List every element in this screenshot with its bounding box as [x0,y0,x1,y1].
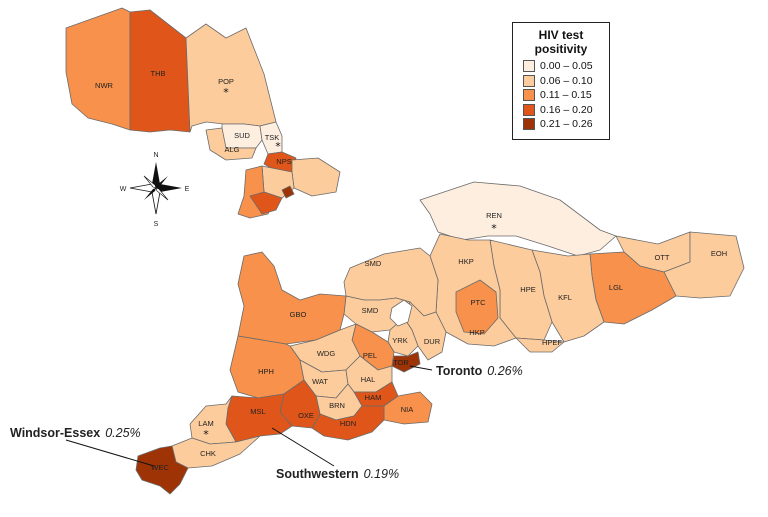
southern-map [135,181,745,495]
star-icon-REN: * [491,222,497,235]
legend-label: 0.16 – 0.20 [540,103,593,116]
label-SMD-2: SMD [362,306,379,315]
compass-w-label: W [120,186,127,193]
label-OXE: OXE [298,411,314,420]
region-NWR[interactable] [65,7,131,131]
label-PTC: PTC [471,298,487,307]
legend-rows: 0.00 – 0.05 0.06 – 0.10 0.11 – 0.15 0.16… [513,59,609,132]
region-THB[interactable] [129,9,191,133]
label-BRN: BRN [329,401,345,410]
compass-rose-icon: N S E W [120,152,190,228]
legend-label: 0.00 – 0.05 [540,60,593,73]
compass-n-label: N [153,152,158,159]
legend-row: 0.21 – 0.26 [523,117,609,132]
label-OTT: OTT [655,253,670,262]
label-PEL: PEL [363,351,377,360]
star-icon-LAM: * [203,428,209,441]
region-NIA[interactable] [383,391,433,425]
region-EOH[interactable] [663,231,745,299]
label-MSL: MSL [250,407,265,416]
callout-toronto-value: 0.26% [487,364,522,378]
label-POP: POP [218,77,234,86]
label-WAT: WAT [312,377,328,386]
callout-toronto: Toronto 0.26% [409,364,523,378]
region-GBO[interactable] [237,251,347,345]
label-CHK: CHK [200,449,216,458]
label-HKP: HKP [458,257,473,266]
region-HDN[interactable] [311,405,385,441]
callout-windsor: Windsor-Essex 0.25% [10,426,155,467]
label-SUD: SUD [234,131,250,140]
legend-title-line2: positivity [534,42,588,56]
label-THB: THB [151,69,166,78]
label-GBO: GBO [290,310,307,319]
region-ALG[interactable] [205,127,257,161]
label-WEC: WEC [151,463,169,472]
callout-southwestern-value: 0.19% [364,467,399,481]
region-WEC[interactable] [135,445,189,495]
legend-row: 0.16 – 0.20 [523,103,609,118]
inset-south-east [291,157,341,197]
label-HAM: HAM [365,393,382,402]
legend-title: HIV test positivity [513,28,609,56]
callout-windsor-name: Windsor-Essex [10,426,100,440]
region-HPEF[interactable] [515,337,565,353]
star-icon-POP: * [223,86,229,99]
star-icon-TSK: * [275,140,281,153]
compass-s-label: S [154,221,159,228]
callout-toronto-name: Toronto [436,364,483,378]
inset-south-tor [281,185,295,199]
inset-south-sw [249,191,283,215]
label-YRK: YRK [392,336,407,345]
callout-windsor-value: 0.25% [105,426,140,440]
lake-simcoe [389,299,413,327]
label-LGL: LGL [609,283,623,292]
label-HPE: HPE [520,285,535,294]
legend-row: 0.06 – 0.10 [523,74,609,89]
legend-swatch [523,89,535,102]
star-markers: * * * * [203,86,497,441]
northern-inset [65,7,341,219]
label-SMD: SMD [365,259,382,268]
label-HPH: HPH [258,367,274,376]
legend-swatch [523,118,535,131]
compass-e-label: E [185,186,190,193]
label-REN: REN [486,211,502,220]
legend-row: 0.00 – 0.05 [523,59,609,74]
label-EOH: EOH [711,249,727,258]
label-ALG: ALG [224,145,239,154]
label-TOR: TOR [393,358,409,367]
label-TSK: TSK [265,133,280,142]
label-HAL: HAL [361,375,376,384]
label-NPS: NPS [276,157,291,166]
region-labels: NWR THB POP SUD TSK ALG NPS REN OTT EOH … [95,69,727,472]
label-DUR: DUR [424,337,441,346]
legend-swatch [523,60,535,73]
region-PTC[interactable] [455,279,499,335]
label-NWR: NWR [95,81,113,90]
label-HPEF: HPEF [542,338,562,347]
legend-swatch [523,74,535,87]
legend-swatch [523,103,535,116]
callout-southwestern-name: Southwestern [276,467,359,481]
legend-label: 0.11 – 0.15 [540,89,592,102]
label-LAM: LAM [198,419,213,428]
legend-row: 0.11 – 0.15 [523,88,609,103]
label-WDG: WDG [317,349,335,358]
label-NIA: NIA [401,405,414,414]
callout-southwestern: Southwestern 0.19% [271,427,399,481]
legend-label: 0.06 – 0.10 [540,74,593,87]
label-HDN: HDN [340,419,356,428]
legend-title-line1: HIV test [538,28,584,42]
legend: HIV test positivity 0.00 – 0.05 0.06 – 0… [512,22,610,140]
legend-label: 0.21 – 0.26 [540,118,593,131]
region-MSL[interactable] [225,393,293,443]
label-HKP-2: HKP [469,328,484,337]
label-KFL: KFL [558,293,572,302]
